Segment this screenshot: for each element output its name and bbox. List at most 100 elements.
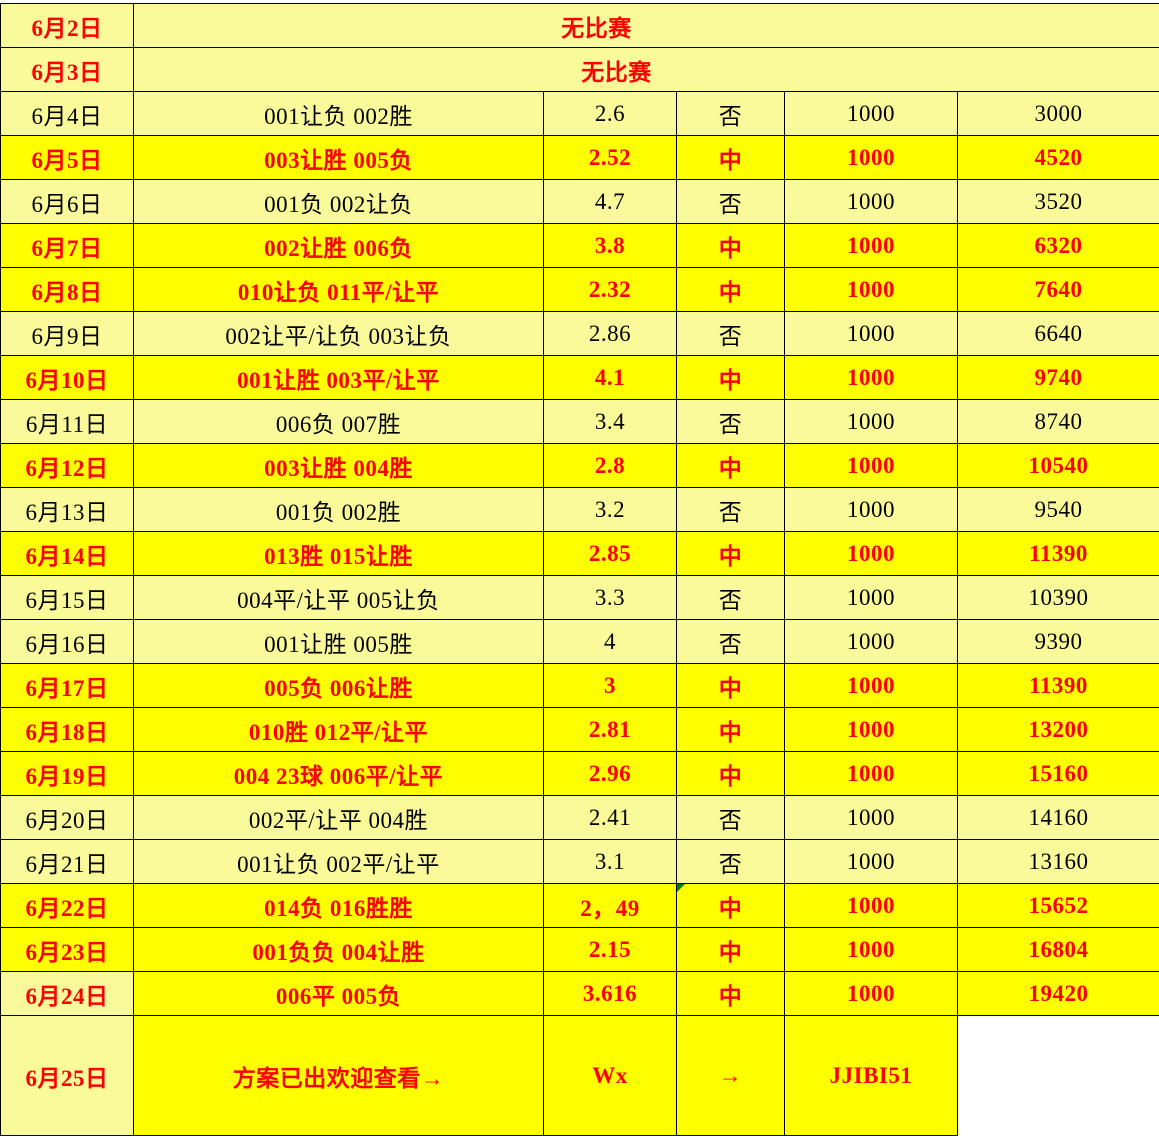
promo-wx-cell[interactable]: Wx <box>544 1016 677 1136</box>
hit-cell[interactable]: 中 <box>677 708 785 752</box>
date-cell[interactable]: 6月20日 <box>1 796 134 840</box>
odds-cell[interactable]: 2.6 <box>544 92 677 136</box>
total-cell[interactable]: 9740 <box>958 356 1159 400</box>
stake-cell[interactable]: 1000 <box>785 444 958 488</box>
match-cell[interactable]: 014负 016胜胜 <box>134 884 544 928</box>
date-cell[interactable]: 6月15日 <box>1 576 134 620</box>
total-cell[interactable]: 11390 <box>958 532 1159 576</box>
total-cell[interactable]: 13200 <box>958 708 1159 752</box>
hit-cell[interactable]: 中 <box>677 752 785 796</box>
total-cell[interactable]: 13160 <box>958 840 1159 884</box>
total-cell[interactable]: 11390 <box>958 664 1159 708</box>
match-cell[interactable]: 002平/让平 004胜 <box>134 796 544 840</box>
no-match-cell[interactable]: 无比赛 <box>134 48 1159 92</box>
date-cell[interactable]: 6月4日 <box>1 92 134 136</box>
odds-cell[interactable]: 2.86 <box>544 312 677 356</box>
date-cell[interactable]: 6月21日 <box>1 840 134 884</box>
match-cell[interactable]: 002让胜 006负 <box>134 224 544 268</box>
hit-cell[interactable]: 否 <box>677 312 785 356</box>
stake-cell[interactable]: 1000 <box>785 312 958 356</box>
odds-cell[interactable]: 3 <box>544 664 677 708</box>
date-cell[interactable]: 6月19日 <box>1 752 134 796</box>
odds-cell[interactable]: 2.32 <box>544 268 677 312</box>
promo-date-cell[interactable]: 6月25日 <box>1 1016 134 1136</box>
date-cell[interactable]: 6月18日 <box>1 708 134 752</box>
odds-cell[interactable]: 2.96 <box>544 752 677 796</box>
hit-cell[interactable]: 中 <box>677 268 785 312</box>
date-cell[interactable]: 6月6日 <box>1 180 134 224</box>
total-cell[interactable]: 3000 <box>958 92 1159 136</box>
date-cell[interactable]: 6月14日 <box>1 532 134 576</box>
stake-cell[interactable]: 1000 <box>785 224 958 268</box>
total-cell[interactable]: 3520 <box>958 180 1159 224</box>
hit-cell[interactable]: 否 <box>677 576 785 620</box>
hit-cell[interactable]: 中 <box>677 664 785 708</box>
total-cell[interactable]: 7640 <box>958 268 1159 312</box>
hit-cell[interactable]: 中 <box>677 224 785 268</box>
date-cell[interactable]: 6月7日 <box>1 224 134 268</box>
odds-cell[interactable]: 4.1 <box>544 356 677 400</box>
promo-wxid-cell[interactable]: JJIBI51 <box>785 1016 958 1136</box>
date-cell[interactable]: 6月16日 <box>1 620 134 664</box>
match-cell[interactable]: 001让胜 003平/让平 <box>134 356 544 400</box>
stake-cell[interactable]: 1000 <box>785 268 958 312</box>
hit-cell[interactable]: 中 <box>677 928 785 972</box>
stake-cell[interactable]: 1000 <box>785 92 958 136</box>
odds-cell[interactable]: 3.4 <box>544 400 677 444</box>
stake-cell[interactable]: 1000 <box>785 708 958 752</box>
total-cell[interactable]: 15652 <box>958 884 1159 928</box>
date-cell[interactable]: 6月12日 <box>1 444 134 488</box>
stake-cell[interactable]: 1000 <box>785 928 958 972</box>
date-cell[interactable]: 6月5日 <box>1 136 134 180</box>
odds-cell[interactable]: 2.52 <box>544 136 677 180</box>
total-cell[interactable]: 6320 <box>958 224 1159 268</box>
total-cell[interactable]: 6640 <box>958 312 1159 356</box>
odds-cell[interactable]: 3.2 <box>544 488 677 532</box>
match-cell[interactable]: 003让胜 004胜 <box>134 444 544 488</box>
match-cell[interactable]: 001负负 004让胜 <box>134 928 544 972</box>
match-cell[interactable]: 001让负 002胜 <box>134 92 544 136</box>
date-cell[interactable]: 6月3日 <box>1 48 134 92</box>
date-cell[interactable]: 6月8日 <box>1 268 134 312</box>
hit-cell[interactable]: 否 <box>677 840 785 884</box>
odds-cell[interactable]: 4 <box>544 620 677 664</box>
odds-cell[interactable]: 3.8 <box>544 224 677 268</box>
stake-cell[interactable]: 1000 <box>785 356 958 400</box>
match-cell[interactable]: 013胜 015让胜 <box>134 532 544 576</box>
date-cell[interactable]: 6月9日 <box>1 312 134 356</box>
hit-cell[interactable]: 中 <box>677 972 785 1016</box>
match-cell[interactable]: 001负 002胜 <box>134 488 544 532</box>
hit-cell[interactable]: 否 <box>677 488 785 532</box>
stake-cell[interactable]: 1000 <box>785 136 958 180</box>
odds-cell[interactable]: 3.616 <box>544 972 677 1016</box>
odds-cell[interactable]: 2，49 <box>544 884 677 928</box>
stake-cell[interactable]: 1000 <box>785 796 958 840</box>
odds-cell[interactable]: 2.8 <box>544 444 677 488</box>
match-cell[interactable]: 004平/让平 005让负 <box>134 576 544 620</box>
hit-cell[interactable]: 否 <box>677 796 785 840</box>
match-cell[interactable]: 010胜 012平/让平 <box>134 708 544 752</box>
odds-cell[interactable]: 2.85 <box>544 532 677 576</box>
match-cell[interactable]: 005负 006让胜 <box>134 664 544 708</box>
date-cell[interactable]: 6月17日 <box>1 664 134 708</box>
stake-cell[interactable]: 1000 <box>785 400 958 444</box>
date-cell[interactable]: 6月13日 <box>1 488 134 532</box>
total-cell[interactable]: 16804 <box>958 928 1159 972</box>
match-cell[interactable]: 001让胜 005胜 <box>134 620 544 664</box>
odds-cell[interactable]: 2.41 <box>544 796 677 840</box>
total-cell[interactable]: 4520 <box>958 136 1159 180</box>
match-cell[interactable]: 006负 007胜 <box>134 400 544 444</box>
stake-cell[interactable]: 1000 <box>785 840 958 884</box>
date-cell[interactable]: 6月24日 <box>1 972 134 1016</box>
total-cell[interactable]: 15160 <box>958 752 1159 796</box>
promo-message-cell[interactable]: 方案已出欢迎查看→ <box>134 1016 544 1136</box>
total-cell[interactable]: 19420 <box>958 972 1159 1016</box>
total-cell[interactable]: 14160 <box>958 796 1159 840</box>
stake-cell[interactable]: 1000 <box>785 752 958 796</box>
match-cell[interactable]: 004 23球 006平/让平 <box>134 752 544 796</box>
hit-cell[interactable]: 否 <box>677 620 785 664</box>
match-cell[interactable]: 002让平/让负 003让负 <box>134 312 544 356</box>
hit-cell[interactable]: 中 <box>677 532 785 576</box>
stake-cell[interactable]: 1000 <box>785 488 958 532</box>
match-cell[interactable]: 001负 002让负 <box>134 180 544 224</box>
